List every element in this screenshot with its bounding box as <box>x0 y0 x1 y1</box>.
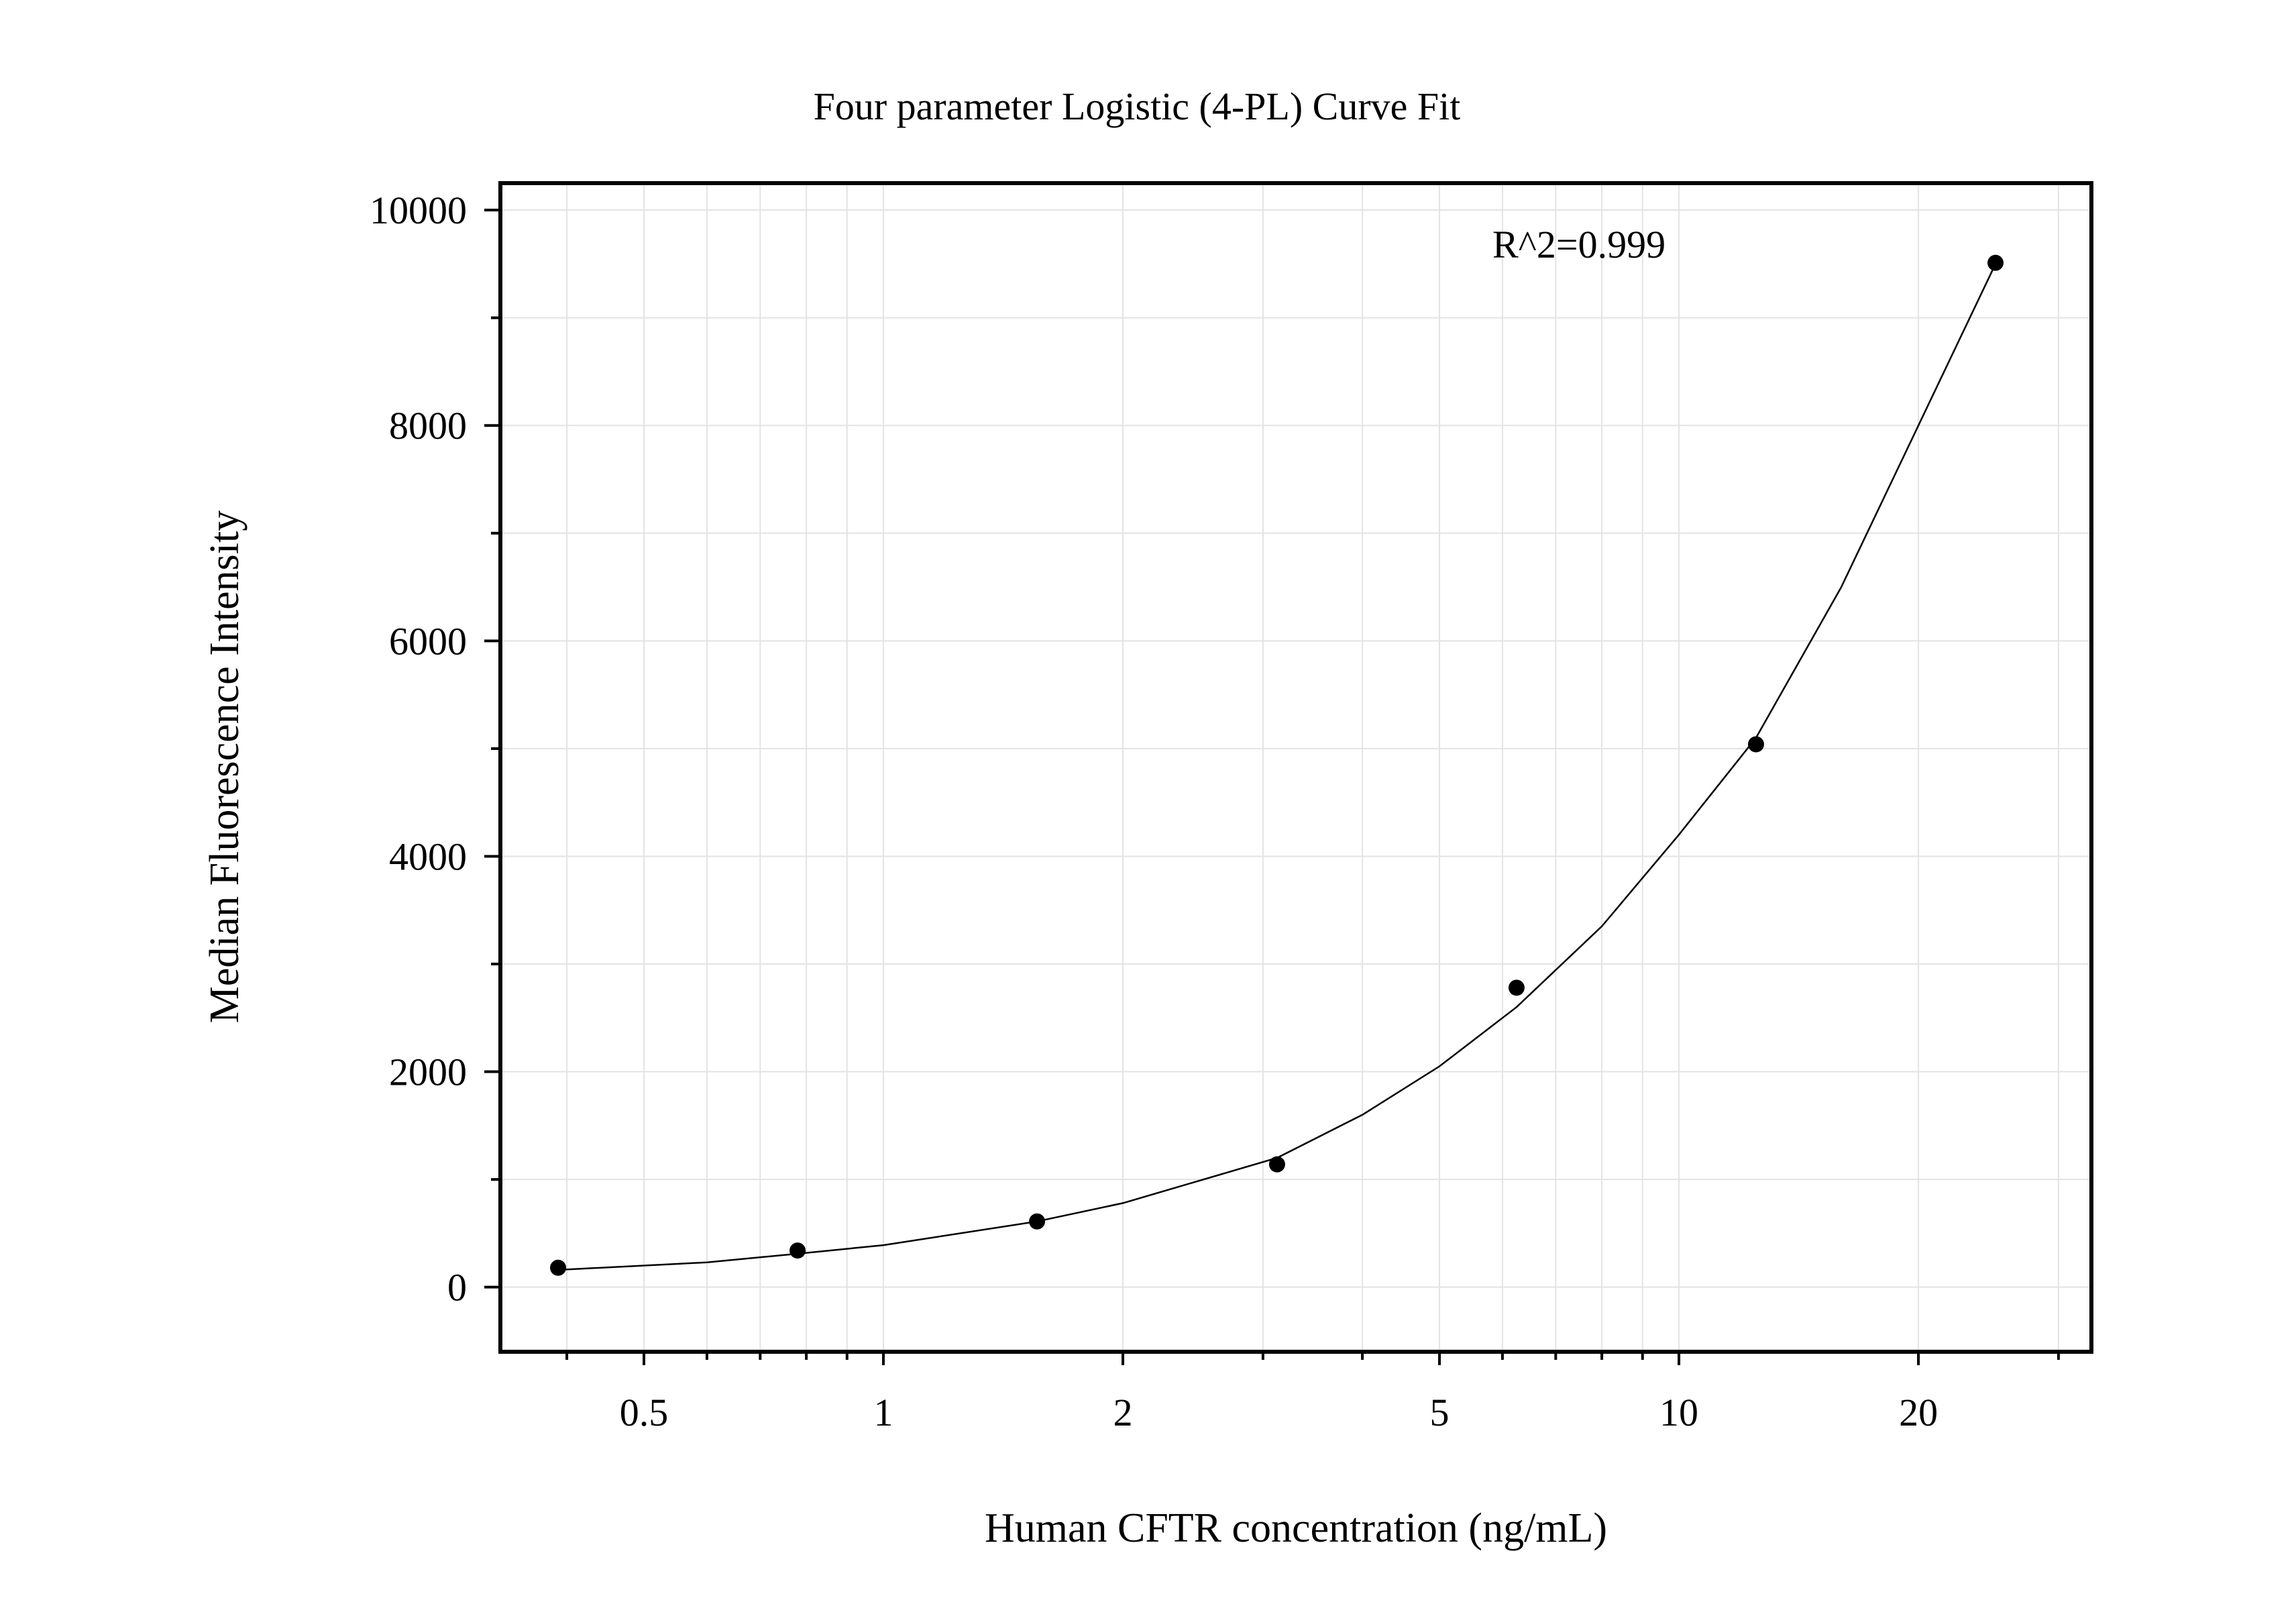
y-tick-label: 6000 <box>389 619 467 663</box>
data-points <box>550 254 2004 1276</box>
y-axis-tick-labels: 0 2000 4000 6000 8000 10000 <box>370 189 467 1309</box>
y-tick-label: 10000 <box>370 189 467 232</box>
y-tick-label: 4000 <box>389 835 467 878</box>
chart-title: Four parameter Logistic (4-PL) Curve Fit <box>814 85 1461 128</box>
x-axis-tick-labels: 0.5 1 2 5 10 20 <box>620 1391 1938 1434</box>
fit-curve <box>557 263 1997 1271</box>
data-point <box>550 1259 567 1276</box>
data-point <box>1987 254 2004 271</box>
y-tick-label: 8000 <box>389 404 467 447</box>
y-tick-label: 0 <box>447 1266 467 1309</box>
x-tick-label: 5 <box>1430 1391 1450 1434</box>
y-tick-label: 2000 <box>389 1051 467 1094</box>
data-point <box>1029 1213 1046 1230</box>
x-tick-label: 0.5 <box>620 1391 669 1434</box>
grid-lines <box>500 183 2091 1352</box>
y-axis-ticks <box>484 209 500 1289</box>
plot-frame <box>498 181 2093 1354</box>
data-point <box>1268 1156 1285 1173</box>
data-point <box>789 1242 806 1259</box>
data-point <box>1508 979 1525 996</box>
x-axis-label: Human CFTR concentration (ng/mL) <box>985 1505 1607 1551</box>
x-tick-label: 2 <box>1113 1391 1133 1434</box>
r-squared-annotation: R^2=0.999 <box>1492 223 1665 266</box>
y-axis-label: Median Fluorescence Intensity <box>202 511 248 1023</box>
x-tick-label: 10 <box>1659 1391 1698 1434</box>
x-axis-ticks <box>565 1352 2060 1365</box>
x-tick-label: 20 <box>1899 1391 1938 1434</box>
data-point <box>1747 736 1764 753</box>
x-tick-label: 1 <box>874 1391 893 1434</box>
